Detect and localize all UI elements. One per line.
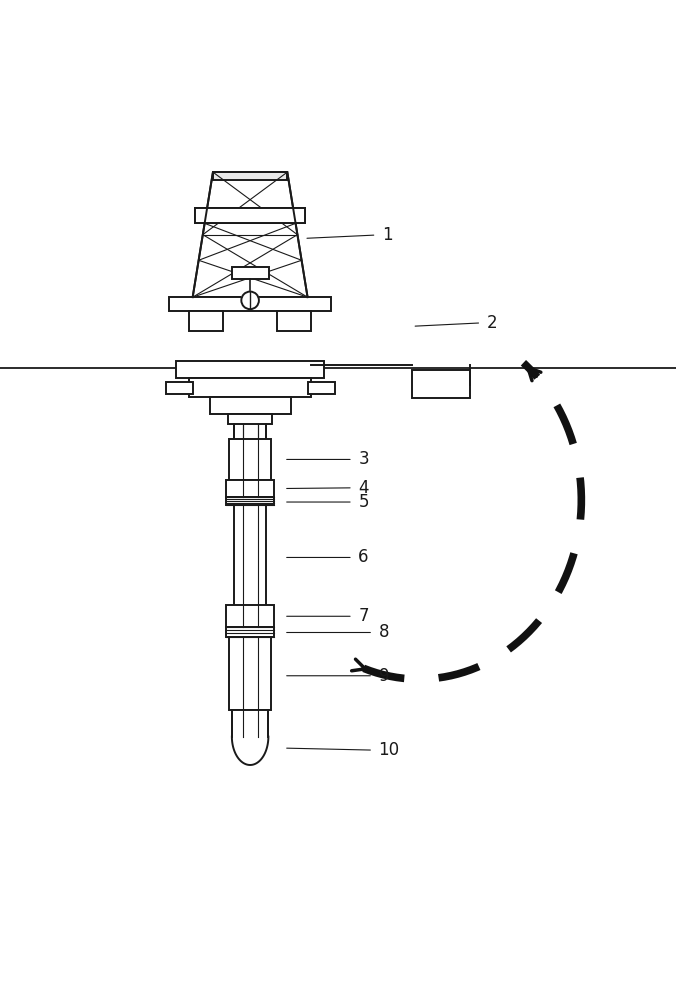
Bar [232,710,268,737]
Bar [176,361,324,378]
Bar [169,297,331,311]
Text: 6: 6 [358,548,369,566]
Bar [226,605,274,627]
Bar [229,439,271,480]
Bar [189,311,223,331]
Bar [226,627,274,637]
Bar [228,414,272,424]
Bar [308,382,335,394]
Bar [195,208,306,223]
Circle shape [241,292,259,309]
Bar [210,397,291,414]
Bar [226,497,274,505]
Text: 8: 8 [379,623,389,641]
Bar [277,311,311,331]
Bar [189,378,311,397]
Bar [231,267,268,279]
Text: 3: 3 [358,450,369,468]
Text: 2: 2 [487,314,498,332]
Text: 5: 5 [358,493,369,511]
Bar [229,637,271,710]
Text: 10: 10 [379,741,400,759]
Text: 9: 9 [379,667,389,685]
Bar [226,480,274,497]
Polygon shape [232,737,268,765]
Bar [213,172,287,180]
Bar [195,208,306,223]
Text: 1: 1 [382,226,393,244]
Bar [412,370,470,398]
Bar [166,382,193,394]
Text: 4: 4 [358,479,369,497]
Text: 7: 7 [358,607,369,625]
